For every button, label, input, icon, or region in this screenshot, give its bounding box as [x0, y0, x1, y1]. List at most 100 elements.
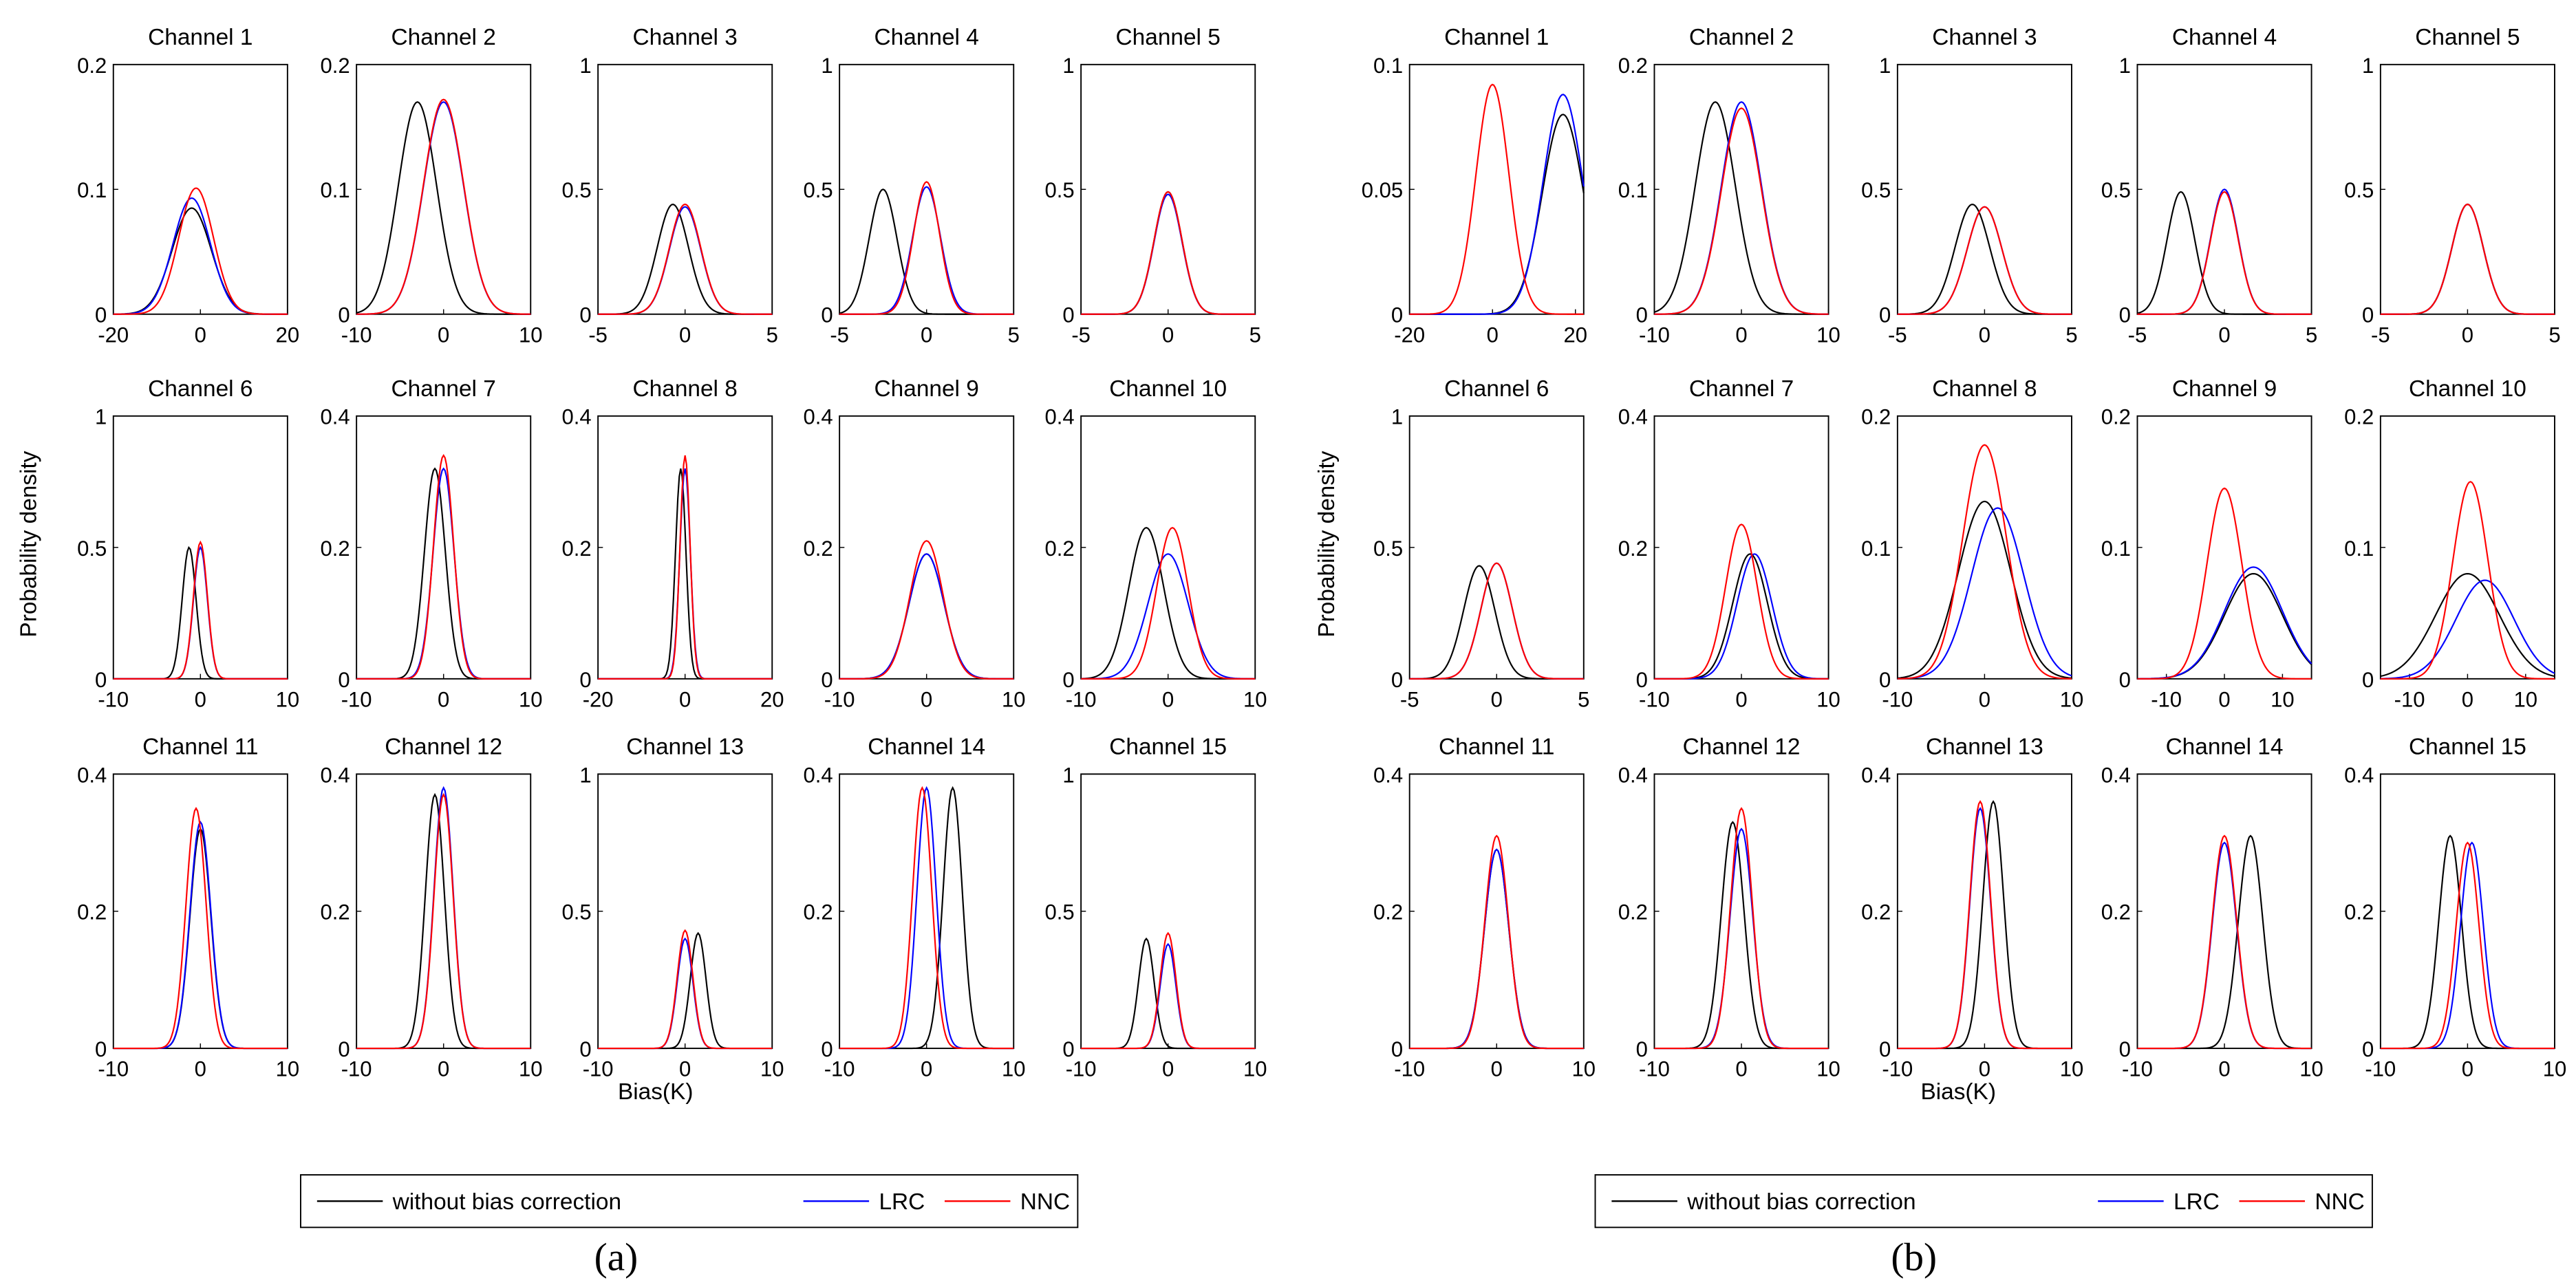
x-tick-label: 20 — [1563, 323, 1587, 347]
x-tick-label: 5 — [766, 323, 778, 347]
x-tick-label: -10 — [2365, 1057, 2396, 1081]
subplot-title: Channel 11 — [1439, 735, 1554, 760]
x-tick-label: -20 — [1394, 323, 1425, 347]
curve-without — [1409, 848, 1584, 1050]
y-tick-label: 0.2 — [1861, 405, 1891, 429]
curve-nnc — [1409, 562, 1584, 680]
curve-nnc — [1654, 107, 1829, 315]
subplot-title: Channel 8 — [1932, 376, 2037, 402]
curve-lrc — [1654, 553, 1829, 680]
curve-nnc — [1081, 931, 1256, 1050]
axes-frame — [1653, 415, 1829, 680]
y-tick-label: 0 — [1062, 303, 1074, 327]
x-tick-label: -10 — [341, 1057, 372, 1081]
curve-nnc — [1409, 83, 1584, 315]
curve-without — [1654, 553, 1829, 680]
curve-lrc — [1897, 507, 2072, 680]
x-tick-label: 5 — [1249, 323, 1261, 347]
curve-without — [839, 188, 1014, 315]
x-tick-label: -5 — [830, 323, 849, 347]
y-tick-label: 0 — [821, 1037, 833, 1061]
x-tick-label: 0 — [438, 687, 449, 711]
x-tick-label: -10 — [341, 687, 372, 711]
x-tick-label: 0 — [2462, 687, 2473, 711]
y-axis-label: Probability density — [17, 451, 42, 637]
x-tick-label: 0 — [2218, 323, 2230, 347]
curve-lrc — [839, 786, 1014, 1050]
axes-frame — [112, 63, 288, 315]
curve-lrc — [1081, 942, 1256, 1050]
subplot-title: Channel 13 — [626, 735, 744, 760]
subplot-title: Channel 7 — [1689, 376, 1794, 402]
curve-lrc — [1897, 807, 2072, 1050]
y-tick-label: 0.4 — [1618, 405, 1648, 429]
curve-without — [1409, 113, 1585, 315]
curve-nnc — [598, 455, 773, 680]
axes-frame — [1408, 773, 1585, 1050]
y-tick-label: 0.4 — [1861, 763, 1891, 787]
subplot-title: Channel 10 — [1109, 376, 1227, 402]
y-tick-label: 0.1 — [1618, 178, 1648, 202]
axes-frame — [839, 63, 1015, 315]
y-tick-label: 0.2 — [77, 900, 107, 924]
x-tick-label: 0 — [1979, 1057, 1990, 1081]
y-tick-label: 0.1 — [2101, 537, 2131, 561]
y-tick-label: 0 — [2362, 1037, 2374, 1061]
x-tick-label: 5 — [2306, 323, 2317, 347]
y-tick-label: 1 — [821, 54, 833, 78]
y-tick-label: 0.2 — [1373, 900, 1403, 924]
x-tick-label: 10 — [1243, 687, 1267, 711]
x-axis-label: Bias(K) — [1920, 1079, 1996, 1105]
subplot-channel-3: Channel 3-5 0 500.51 — [561, 25, 777, 347]
legend-label-without: without bias correction — [392, 1189, 621, 1215]
subplot-title: Channel 3 — [633, 25, 738, 50]
subplot-channel-4: Channel 4-5 0 500.51 — [803, 25, 1019, 347]
curve-lrc — [2137, 841, 2312, 1050]
curve-nnc — [2380, 841, 2555, 1050]
curve-nnc — [2137, 487, 2312, 680]
curve-without — [1654, 821, 1829, 1050]
x-tick-label: 0 — [438, 1057, 449, 1081]
curve-nnc — [113, 807, 288, 1050]
y-tick-label: 1 — [579, 763, 591, 787]
curve-without — [598, 931, 773, 1050]
curve-nnc — [2380, 203, 2555, 315]
x-tick-label: 0 — [1979, 687, 1990, 711]
x-tick-label: 10 — [1816, 687, 1840, 711]
curve-nnc — [1897, 206, 2072, 315]
curve-lrc — [598, 468, 773, 680]
subplot-channel-3: Channel 3-5 0 500.51 — [1861, 25, 2077, 347]
curve-without — [113, 207, 288, 315]
y-tick-label: 0.4 — [561, 405, 591, 429]
curve-lrc — [2380, 579, 2555, 680]
y-tick-label: 0 — [1391, 303, 1403, 327]
y-tick-label: 0 — [1062, 668, 1074, 692]
y-tick-label: 0 — [1879, 668, 1891, 692]
y-tick-label: 0.4 — [1044, 405, 1074, 429]
axes-frame — [597, 773, 773, 1050]
curve-lrc — [1081, 193, 1256, 315]
y-tick-label: 0.2 — [803, 537, 833, 561]
subplot-title: Channel 14 — [2166, 735, 2284, 760]
y-tick-label: 0.5 — [803, 178, 833, 202]
curve-without — [1081, 937, 1256, 1050]
x-tick-label: 0 — [921, 1057, 932, 1081]
subplot-channel-4: Channel 4-5 0 500.51 — [2101, 25, 2317, 347]
y-tick-label: 0.2 — [1618, 537, 1648, 561]
curve-nnc — [839, 786, 1014, 1050]
curve-nnc — [1654, 807, 1829, 1050]
x-tick-label: 0 — [921, 687, 932, 711]
curve-nnc — [356, 454, 531, 680]
curve-nnc — [1409, 834, 1584, 1050]
subplot-channel-5: Channel 5-5 0 500.51 — [2344, 25, 2560, 347]
x-tick-label: -5 — [1400, 687, 1419, 711]
